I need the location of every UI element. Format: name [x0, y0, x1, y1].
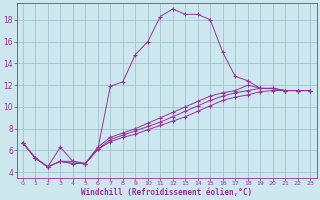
X-axis label: Windchill (Refroidissement éolien,°C): Windchill (Refroidissement éolien,°C) — [81, 188, 252, 197]
